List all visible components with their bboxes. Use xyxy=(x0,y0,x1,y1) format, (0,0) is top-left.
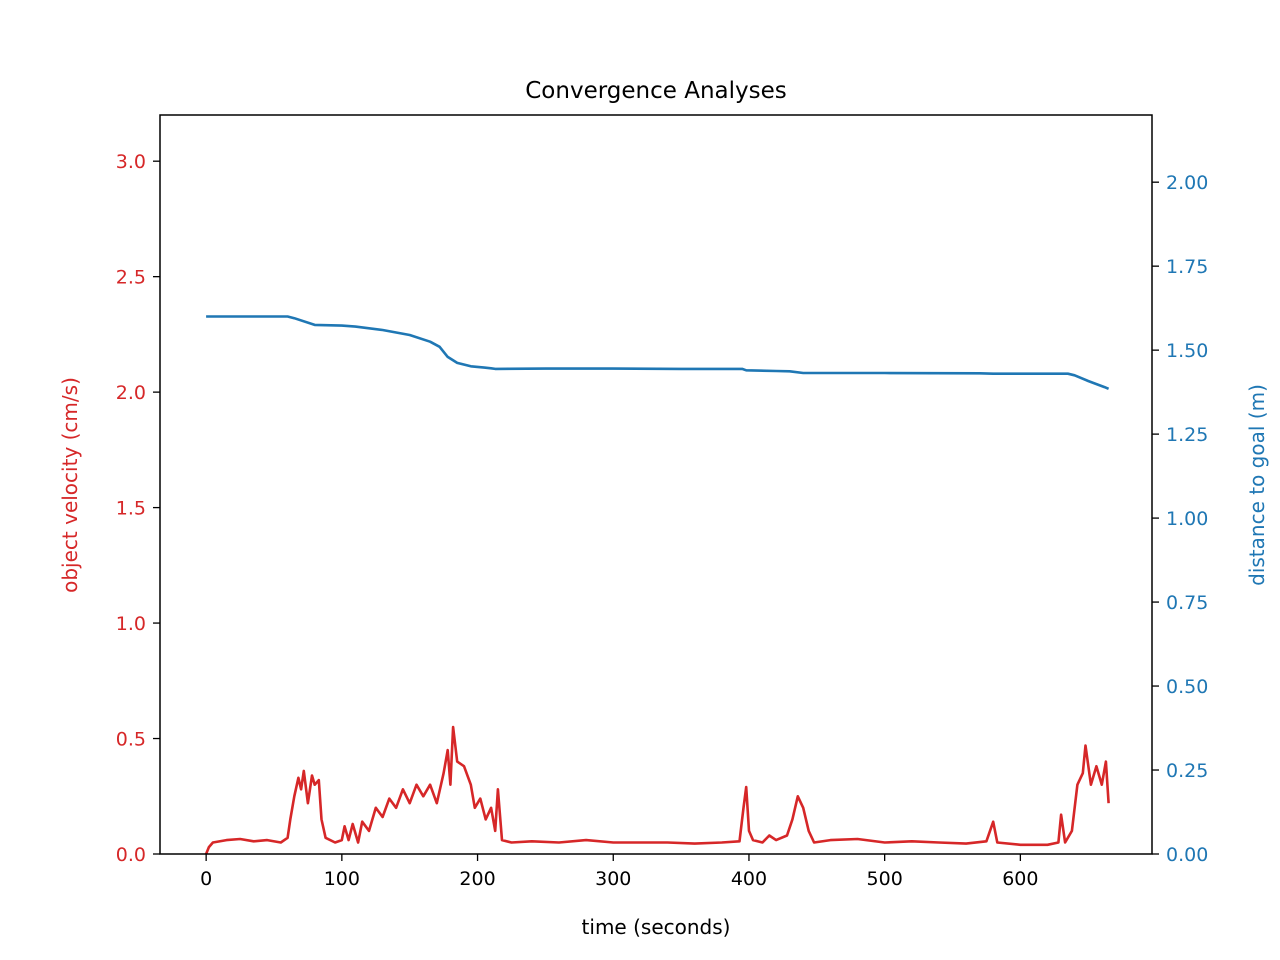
left-tick-label: 1.0 xyxy=(116,613,146,635)
x-tick-label: 200 xyxy=(459,868,495,890)
right-axis-label: distance to goal (m) xyxy=(1245,384,1269,586)
chart-title: Convergence Analyses xyxy=(525,78,786,104)
x-tick-label: 300 xyxy=(595,868,631,890)
x-axis-label: time (seconds) xyxy=(582,915,731,939)
right-tick-label: 1.00 xyxy=(1166,508,1208,530)
distance-series-line xyxy=(206,315,1110,391)
right-tick-label: 0.00 xyxy=(1166,844,1208,866)
left-axis-ticks: 0.0 0.5 1.0 1.5 2.0 2.5 3.0 xyxy=(116,151,160,866)
right-tick-label: 1.50 xyxy=(1166,340,1208,362)
right-tick-label: 1.75 xyxy=(1166,256,1208,278)
left-tick-label: 0.5 xyxy=(116,729,146,751)
x-tick-label: 600 xyxy=(1002,868,1038,890)
left-tick-label: 1.5 xyxy=(116,498,146,520)
left-tick-label: 3.0 xyxy=(116,151,146,173)
right-tick-label: 0.50 xyxy=(1166,676,1208,698)
left-axis-label: object velocity (cm/s) xyxy=(58,377,82,593)
left-tick-label: 2.5 xyxy=(116,267,146,289)
right-tick-label: 1.25 xyxy=(1166,424,1208,446)
x-axis-ticks: 0 100 200 300 400 500 600 xyxy=(200,854,1038,890)
x-tick-label: 400 xyxy=(731,868,767,890)
right-axis-ticks: 0.00 0.25 0.50 0.75 1.00 1.25 1.50 1.75 2.00 xyxy=(1152,172,1208,866)
plot-frame xyxy=(159,114,1153,855)
velocity-series-line xyxy=(204,725,1110,855)
x-tick-label: 0 xyxy=(200,868,212,890)
right-tick-label: 0.25 xyxy=(1166,760,1208,782)
right-tick-label: 0.75 xyxy=(1166,592,1208,614)
left-tick-label: 0.0 xyxy=(116,844,146,866)
x-tick-label: 100 xyxy=(324,868,360,890)
x-tick-label: 500 xyxy=(867,868,903,890)
left-tick-label: 2.0 xyxy=(116,382,146,404)
right-tick-label: 2.00 xyxy=(1166,172,1208,194)
